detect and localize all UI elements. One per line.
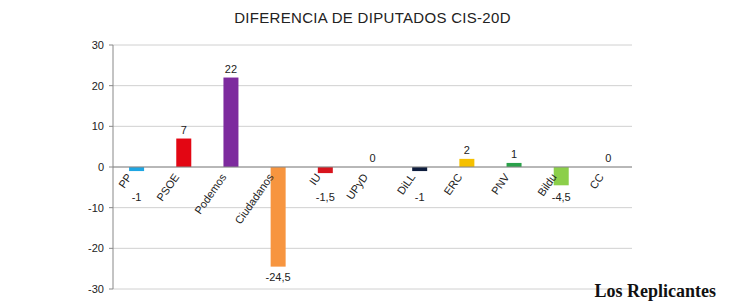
data-label: 2 [464,144,470,156]
grid-line [113,85,632,86]
tick-mark [109,45,113,46]
grid-line [113,289,632,290]
category-label: PNV [489,171,512,197]
grid-line [113,207,632,208]
chart: DIFERENCIA DE DIPUTADOS CIS-20D-30-20-10… [0,0,730,305]
bar [318,167,333,173]
bar [412,167,427,171]
data-label: 0 [369,152,375,164]
bar [459,159,474,167]
tick-label: 10 [92,120,104,132]
category-label: CC [587,171,606,191]
category-label: PSOE [154,171,181,203]
tick-mark [109,85,113,86]
grid-line [113,248,632,249]
data-label: -24,5 [266,271,291,283]
tick-label: -30 [88,283,104,295]
x-axis [113,167,632,168]
annotation: Los Replicantes [595,281,717,301]
grid [109,45,632,289]
category-label: Podemos [192,171,229,216]
tick-mark [109,248,113,249]
grid-line [113,167,632,168]
title: DIFERENCIA DE DIPUTADOS CIS-20D [234,9,511,26]
tick-label: 30 [92,39,104,51]
tick-label: -10 [88,202,104,214]
grid-line [113,45,632,46]
data-label: 0 [605,152,611,164]
category-label: UPyD [344,171,370,201]
tick-mark [109,126,113,127]
category-label: Ciudadanos [232,171,276,226]
tick-label: -20 [88,242,104,254]
data-label: -1,5 [316,191,335,203]
tick-label: 0 [98,161,104,173]
category-label: PP [116,171,134,190]
data-label: -1 [415,191,425,203]
tick-mark [109,289,113,290]
tick-label: 20 [92,80,104,92]
bars [129,78,569,267]
bar [223,78,238,167]
data-label: -1 [132,191,142,203]
data-label: 1 [511,148,517,160]
category-label: IU [307,171,323,187]
data-label: -4,5 [552,191,571,203]
bar [129,167,144,171]
data-label: 22 [225,63,237,75]
tick-mark [109,167,113,168]
data-label: 7 [181,124,187,136]
bar [176,139,191,167]
category-label: ERC [441,171,464,197]
bar [507,163,522,167]
grid-line [113,126,632,127]
tick-mark [109,207,113,208]
